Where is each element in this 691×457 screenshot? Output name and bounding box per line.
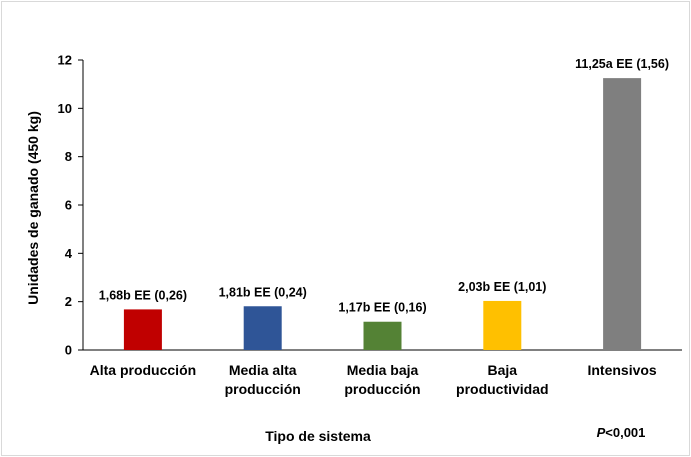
- bar: [483, 300, 522, 350]
- y-tick-label: 4: [65, 246, 73, 261]
- y-tick-label: 8: [65, 149, 72, 164]
- bar: [363, 321, 402, 350]
- x-tick-label: productividad: [456, 381, 549, 397]
- bar: [243, 306, 282, 350]
- y-tick-label: 0: [65, 343, 72, 358]
- y-tick-label: 6: [65, 198, 72, 213]
- x-tick-label: Baja: [488, 362, 518, 378]
- data-label: 1,81b EE (0,24): [219, 285, 307, 299]
- x-tick-label: producción: [225, 381, 301, 397]
- bars: [123, 78, 642, 350]
- p-value-symbol: P: [597, 425, 606, 440]
- bar: [123, 309, 162, 350]
- x-tick-label: Media alta: [229, 362, 297, 378]
- y-tick-label: 2: [65, 294, 72, 309]
- y-axis: 0 2 4 6 8 10 12: [58, 53, 84, 358]
- y-tick-label: 12: [58, 53, 72, 68]
- x-tick-label: Intensivos: [587, 362, 656, 378]
- x-axis-title: Tipo de sistema: [265, 428, 371, 444]
- x-tick-label: Media baja: [347, 362, 419, 378]
- data-label: 1,17b EE (0,16): [338, 301, 426, 315]
- data-label: 11,25a EE (1,56): [575, 57, 669, 71]
- data-labels: 1,68b EE (0,26) 1,81b EE (0,24) 1,17b EE (…: [99, 57, 669, 315]
- bar: [603, 78, 642, 350]
- p-value-note: P<0,001: [597, 425, 646, 440]
- category-labels: Alta producción Media alta producción Media…: [90, 362, 657, 397]
- data-label: 2,03b EE (1,01): [458, 280, 546, 294]
- x-tick-label: producción: [344, 381, 420, 397]
- p-value-threshold: <0,001: [605, 425, 645, 440]
- y-axis-title: Unidades de ganado (450 kg): [25, 111, 41, 305]
- y-tick-label: 10: [58, 101, 72, 116]
- x-tick-label: Alta producción: [90, 362, 197, 378]
- data-label: 1,68b EE (0,26): [99, 288, 187, 302]
